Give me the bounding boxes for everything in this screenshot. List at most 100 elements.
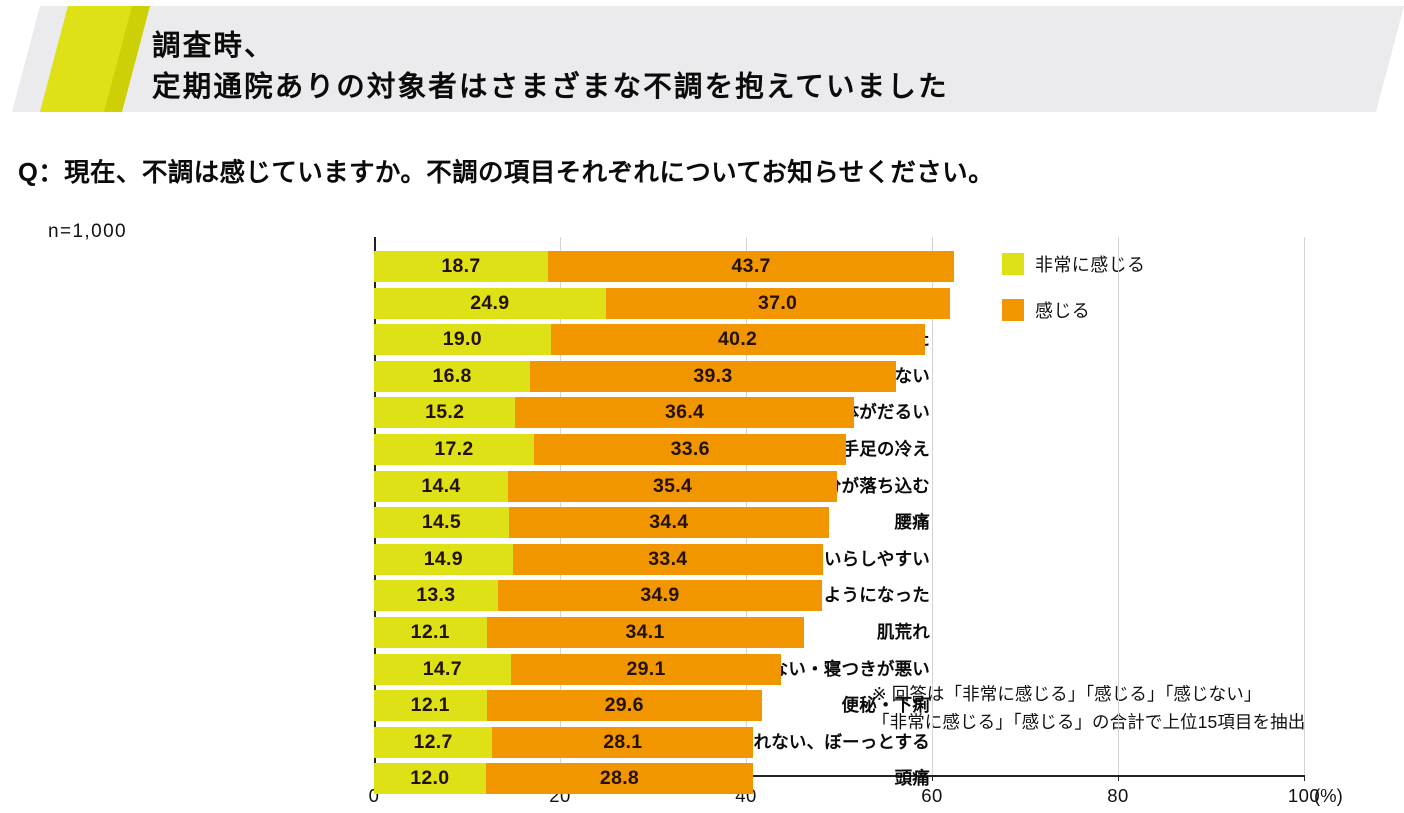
chart-row: 肩こり24.937.0 bbox=[374, 287, 1304, 319]
bar-segment: 40.2 bbox=[550, 324, 925, 356]
bar-segment: 15.2 bbox=[374, 397, 516, 429]
bar-segment: 37.0 bbox=[605, 287, 950, 319]
bar-value-label: 13.3 bbox=[416, 584, 456, 607]
bar-segment: 28.8 bbox=[485, 763, 754, 795]
category-label: 手足の冷え bbox=[841, 439, 930, 459]
bar-value-label: 14.5 bbox=[421, 511, 461, 534]
chart-row: 体が重く感じるようになった13.334.9 bbox=[374, 580, 1304, 612]
x-gridline bbox=[1304, 237, 1305, 775]
bar-value-label: 29.1 bbox=[626, 657, 666, 680]
bar-segment: 14.5 bbox=[374, 507, 509, 539]
x-axis-tick-label: 0 bbox=[368, 785, 380, 806]
bar-segment: 12.0 bbox=[374, 763, 486, 795]
category-label: いらいらしやすい bbox=[788, 548, 930, 569]
banner-background bbox=[12, 6, 1404, 112]
bar-value-label: 40.2 bbox=[718, 328, 758, 351]
bar-segment: 28.1 bbox=[492, 726, 754, 758]
page-title: 調査時、 定期通院ありの対象者はさまざまな不調を抱えていました bbox=[152, 30, 949, 104]
bar-value-label: 15.2 bbox=[425, 401, 465, 424]
chart-row: 目の疲れ・かすみ18.743.7 bbox=[374, 251, 1304, 282]
legend-swatch-icon bbox=[1002, 253, 1024, 275]
x-axis-tick bbox=[1118, 775, 1119, 781]
chart-row: 頭痛 12.0 28.8 bbox=[374, 763, 1304, 795]
legend-item: 感じる bbox=[1002, 297, 1145, 323]
bar-segment: 33.6 bbox=[533, 434, 847, 465]
bar-value-label: 14.4 bbox=[421, 474, 461, 497]
bar-value-label: 34.4 bbox=[649, 511, 689, 534]
bar-value-label: 34.9 bbox=[640, 584, 680, 607]
chart-row: 手足の冷え 17.2 33.6 bbox=[374, 434, 1304, 465]
bar-value-label: 43.7 bbox=[731, 255, 771, 277]
x-axis-tick bbox=[1304, 775, 1305, 781]
bar-segment: 14.4 bbox=[374, 470, 508, 502]
x-axis-line bbox=[374, 775, 1305, 777]
legend-item: 非常に感じる bbox=[1002, 251, 1145, 277]
x-gridline bbox=[932, 237, 933, 775]
bar-value-label: 39.3 bbox=[693, 364, 733, 387]
chart-row: 疲れやすくなった19.040.2 bbox=[374, 324, 1304, 356]
sample-size-label: n=1,000 bbox=[48, 221, 128, 242]
bar-value-label: 12.1 bbox=[410, 694, 450, 717]
bar-value-label: 18.7 bbox=[441, 255, 481, 277]
bar-segment: 14.9 bbox=[374, 543, 513, 575]
x-axis-tick bbox=[932, 775, 933, 781]
bar-segment: 16.8 bbox=[374, 360, 531, 392]
bar-segment: 43.7 bbox=[547, 251, 955, 282]
category-label: 便秘・下痢 bbox=[841, 695, 930, 716]
x-axis-unit-label: (%) bbox=[1314, 785, 1343, 806]
x-gridline bbox=[1118, 237, 1119, 775]
chart-row: 体がだるい 15.2 36.4 bbox=[374, 397, 1304, 429]
bar-value-label: 36.4 bbox=[665, 401, 705, 424]
bar-value-label: 12.7 bbox=[413, 730, 453, 753]
chart-row: 肌荒れ 12.1 34.1 bbox=[374, 617, 1304, 648]
bar-segment: 19.0 bbox=[374, 324, 551, 356]
bar-value-label: 34.1 bbox=[625, 621, 665, 643]
bar-value-label: 33.6 bbox=[670, 438, 710, 460]
bar-segment: 12.7 bbox=[374, 726, 493, 758]
bar-segment: 14.7 bbox=[374, 653, 511, 685]
chart-legend: 非常に感じる 感じる bbox=[1002, 251, 1145, 343]
chart-row: いらいらしやすい 14.9 33.4 bbox=[374, 543, 1304, 575]
category-label: 体がだるい bbox=[841, 402, 930, 423]
bar-segment: 39.3 bbox=[530, 360, 896, 392]
bar-value-label: 33.4 bbox=[648, 547, 688, 570]
chart-row: 朝、起きられない、ぼーっとする 12.7 28.1 bbox=[374, 726, 1304, 758]
bar-segment: 24.9 bbox=[374, 287, 606, 319]
header-banner: 調査時、 定期通院ありの対象者はさまざまな不調を抱えていました bbox=[0, 6, 1404, 112]
bar-value-label: 19.0 bbox=[442, 328, 482, 351]
chart-row: やる気が起こらない16.839.3 bbox=[374, 360, 1304, 392]
legend-label: 非常に感じる bbox=[1035, 255, 1146, 275]
bar-segment: 29.6 bbox=[486, 690, 762, 722]
bar-value-label: 28.1 bbox=[603, 730, 643, 753]
category-label: 腰痛 bbox=[894, 512, 930, 533]
category-label: 肌荒れ bbox=[876, 622, 930, 642]
chart-row: 腰痛 14.5 34.4 bbox=[374, 507, 1304, 539]
bar-value-label: 35.4 bbox=[652, 474, 693, 497]
bar-segment: 34.9 bbox=[497, 580, 823, 612]
legend-swatch-icon bbox=[1002, 299, 1024, 321]
y-axis-line bbox=[374, 237, 376, 775]
bar-segment: 17.2 bbox=[374, 434, 534, 465]
x-axis-tick-label: 60 bbox=[921, 785, 943, 806]
stacked-bar-chart: (%) 020406080100目の疲れ・かすみ18.743.7肩こり24.93… bbox=[369, 237, 1343, 806]
x-axis-tick-label: 80 bbox=[1107, 785, 1129, 806]
bar-value-label: 12.1 bbox=[410, 621, 450, 643]
question-text: Q：現在、不調は感じていますか。不調の項目それぞれについてお知らせください。 bbox=[18, 159, 994, 187]
category-label: 眠れない・寝つきが悪い bbox=[735, 658, 930, 679]
bar-segment: 18.7 bbox=[374, 251, 548, 282]
bar-segment: 35.4 bbox=[507, 470, 838, 502]
bar-segment: 36.4 bbox=[515, 397, 854, 429]
x-axis-tick-label: 100 bbox=[1287, 785, 1321, 806]
bar-segment: 12.1 bbox=[374, 690, 487, 722]
x-gridline bbox=[746, 237, 747, 775]
bar-value-label: 14.7 bbox=[422, 657, 462, 680]
bar-segment: 13.3 bbox=[374, 580, 498, 612]
bar-segment: 12.1 bbox=[374, 617, 487, 648]
bar-value-label: 16.8 bbox=[432, 364, 472, 387]
bar-value-label: 24.9 bbox=[470, 291, 510, 314]
chart-row: 気分が落ち込む 14.4 35.4 bbox=[374, 470, 1304, 502]
bar-segment: 34.4 bbox=[508, 507, 829, 539]
chart-row: 便秘・下痢 12.1 29.6 bbox=[374, 690, 1304, 722]
bar-value-label: 37.0 bbox=[758, 291, 798, 314]
